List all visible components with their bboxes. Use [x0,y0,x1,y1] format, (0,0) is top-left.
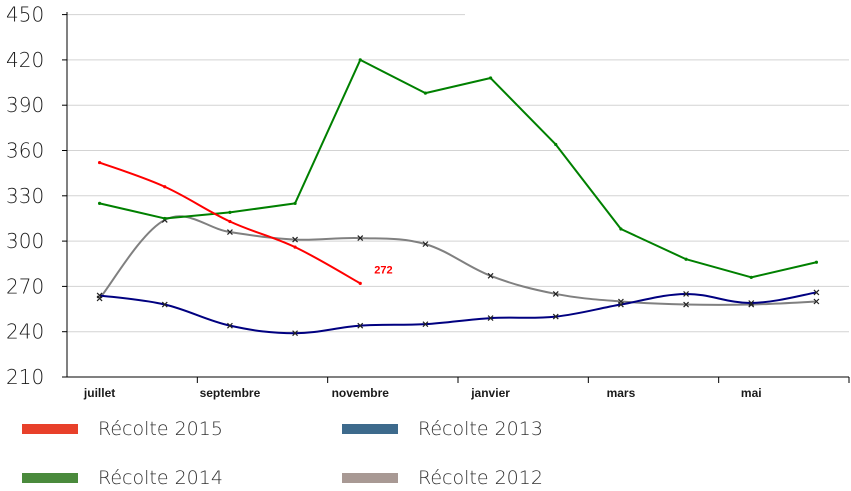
series-2014-point [163,216,167,221]
y-tick-label: 450 [6,3,44,27]
series-2014-point [228,210,232,215]
series-2014-point [488,76,493,80]
series-2013-line [99,291,817,335]
series-2014-point [684,257,688,261]
series-2012-point [422,241,429,248]
data-label-272: 272 [374,264,392,276]
series-2015-point [97,160,102,165]
legend-item-2014: Récolte 2014 [22,467,223,489]
point-mark [813,289,820,296]
x-tick-label: mars [607,386,636,400]
legend-swatch-2013 [342,424,398,434]
point-mark [552,291,559,297]
series-2014-point [358,58,362,62]
x-tick-label: septembre [200,386,261,400]
y-tick-label: 300 [6,229,44,253]
series-2012-point [226,229,233,235]
series-2014-point [423,91,428,95]
y-tick-label: 210 [6,365,44,389]
point-mark [552,313,559,320]
point-mark [422,321,429,328]
series-2013-point [357,322,364,329]
series-2015-point [358,281,362,285]
series-2012-point [487,272,494,279]
series-2015-point [228,219,232,224]
series-2013-point [96,292,103,299]
series-2015-point [163,185,167,189]
series-2013-point [813,289,820,296]
y-tick-label: 240 [6,320,44,344]
point-mark [292,330,299,337]
series-2014-point [554,142,558,147]
point-mark [617,301,624,308]
series-group [96,58,820,337]
point-mark [161,301,168,308]
x-tick-label: juillet [83,386,115,400]
series-2013-point [226,322,233,329]
series-2014-point [97,201,102,205]
x-tick-label: novembre [332,386,390,400]
point-mark [683,301,690,308]
point-mark [292,236,299,243]
y-tick-label: 420 [6,48,44,72]
legend-label-2013: Récolte 2013 [418,418,543,440]
series-2014-point [619,227,623,231]
series-2014-line [99,58,817,279]
legend-item-2012: Récolte 2012 [342,467,543,489]
point-mark [357,322,364,329]
grid-lines [67,14,849,333]
annotations: 272 [374,264,392,276]
series-2015-point [293,245,297,249]
legend-swatch-2015 [22,424,78,434]
y-axis-ticks: 210 240 270 300 330 360 390 420 450 [6,3,67,389]
x-tick-label: janvier [470,386,510,400]
x-axis-ticks: juillet septembre novembre janvier mars mai [83,377,850,400]
series-2013-point [161,301,168,308]
line-chart: 210 240 270 300 330 360 390 420 450 juillet septe… [6,3,850,400]
point-mark [226,322,233,329]
legend-label-2015: Récolte 2015 [98,418,223,440]
series-2012-line [98,215,817,306]
series-2012-point [813,298,820,305]
series-2012-point [552,291,559,297]
series-2013-point [487,315,494,322]
legend-label-2012: Récolte 2012 [418,467,543,489]
series-2012-point [292,236,299,243]
series-2013-point [617,301,624,308]
series-2013-point [748,300,755,306]
point-mark [357,235,364,242]
series-2013-point [292,330,299,337]
series-2013-point [552,313,559,320]
series-2014-point [749,275,753,279]
point-mark [813,298,820,305]
series-2012-point [683,301,690,308]
axes [66,12,849,378]
legend-item-2013: Récolte 2013 [342,418,543,440]
point-mark [96,292,103,299]
point-mark [487,315,494,322]
series-2014-point [814,260,819,264]
point-mark [226,229,233,235]
series-2014-point [293,201,297,205]
legend-label-2014: Récolte 2014 [98,467,223,489]
point-mark [683,291,690,297]
series-2013-point [683,291,690,297]
y-tick-label: 330 [6,184,44,208]
legend-item-2015: Récolte 2015 [22,418,223,440]
series-2013-point [422,321,429,328]
point-mark [422,241,429,248]
legend-swatch-2014 [22,473,78,483]
series-2012-point [357,235,364,242]
point-mark [487,272,494,279]
y-tick-label: 390 [6,93,44,117]
x-tick-label: mai [741,386,762,400]
y-tick-label: 270 [6,274,44,298]
point-mark [748,300,755,306]
y-tick-label: 360 [6,139,44,163]
legend-swatch-2012 [342,473,398,483]
